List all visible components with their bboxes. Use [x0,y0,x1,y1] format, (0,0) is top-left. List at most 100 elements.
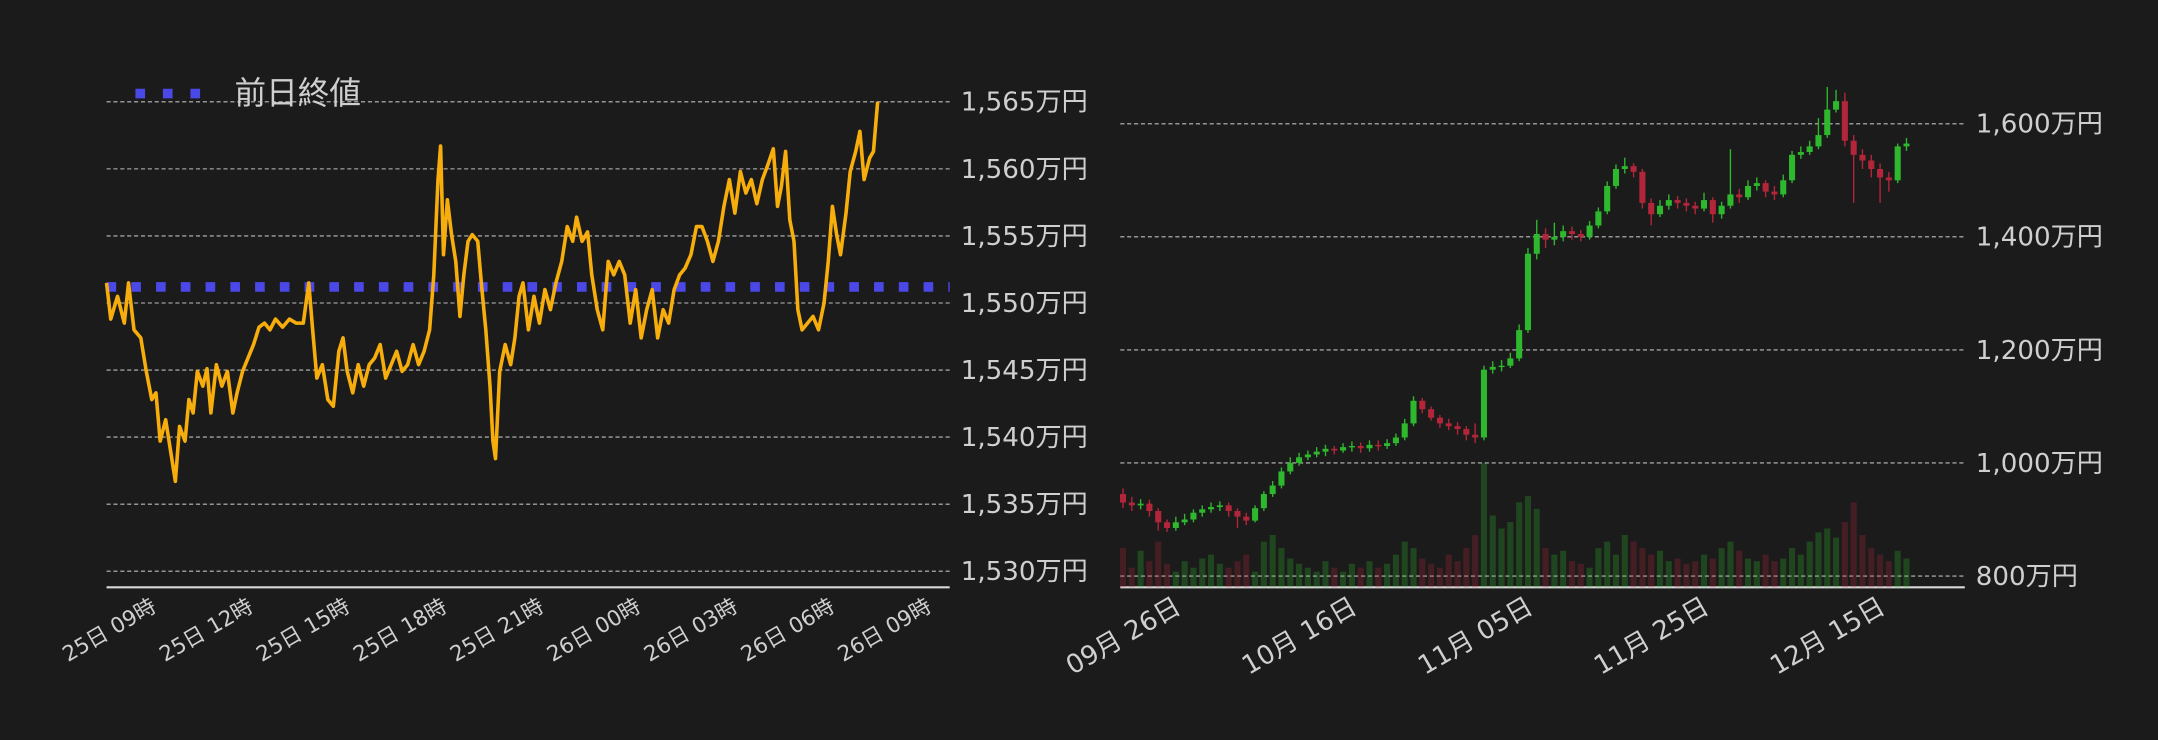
volume-bar [1366,561,1373,588]
y-tick-label: 1,540万円 [961,423,1088,453]
volume-bar [1780,558,1787,588]
candle-body [1753,183,1760,186]
candle-body [1348,445,1355,448]
candle-body [1692,205,1699,209]
volume-bar [1269,535,1276,588]
volume-bar [1401,541,1408,588]
volume-bar [1119,548,1127,588]
volume-bar [1208,554,1215,588]
x-tick-label: 25日 09時 [58,594,160,667]
y-tick-label: 1,535万円 [961,490,1088,520]
candle-body [1278,471,1285,486]
volume-bar [1762,554,1769,588]
candle-body [1841,101,1848,141]
volume-bar [1260,541,1267,588]
volume-bar [1137,550,1144,588]
candle-body [1718,205,1725,215]
volume-bar [1463,548,1470,588]
volume-bar [1656,550,1664,588]
volume-bar [1551,554,1558,588]
volume-bar [1128,567,1135,588]
volume-bar [1498,528,1505,588]
candle-body [1384,443,1391,446]
volume-bar [1718,548,1725,588]
y-tick-label: 1,200万円 [1976,336,2103,366]
volume-bar [1181,561,1188,588]
candle-body [1648,202,1655,215]
volume-bar [1727,541,1734,588]
volume-bar [1833,537,1840,588]
candle-body [1771,191,1778,195]
volume-bar [1753,561,1760,588]
candle-body [1164,522,1171,528]
candle-body [1428,409,1435,418]
candle-body [1454,426,1461,430]
candle-body [1419,400,1426,410]
volume-bar [1445,554,1452,588]
volume-bar [1665,561,1672,588]
volume-bar [1190,567,1197,588]
candle-body [1260,494,1267,509]
candle-body [1683,202,1690,206]
candle-body [1172,522,1179,528]
volume-bar [1683,563,1690,588]
candle-body [1586,225,1593,237]
candle-body [1322,448,1329,452]
candle-body [1463,429,1470,435]
volume-bar [1639,548,1646,588]
volume-bar [1577,563,1584,588]
volume-bar [1894,550,1901,588]
candle-body [1568,231,1575,235]
candle-body [1577,234,1584,237]
volume-bar [1524,495,1531,588]
candle-body [1225,505,1232,512]
volume-bar [1709,558,1716,588]
candle-body [1850,140,1857,155]
candle-body [1560,231,1567,237]
candle-body [1551,236,1558,240]
volume-bar [1243,554,1250,588]
volume-bar [1507,521,1514,588]
volume-bar [1428,563,1435,588]
volume-bar [1744,558,1752,588]
x-tick-label: 11月 25日 [1589,592,1714,682]
candle-body [1789,154,1796,181]
x-tick-label: 25日 15時 [252,594,354,667]
candle-body [1621,166,1628,169]
legend-label: 前日終値 [234,76,361,112]
candle-body [1903,143,1910,147]
volume-bar [1789,548,1796,588]
volume-bar [1348,563,1355,588]
candle-body [1208,507,1215,510]
candle-body [1674,200,1681,203]
candle-body [1357,445,1364,449]
volume-bar [1885,561,1892,588]
y-tick-label: 1,600万円 [1976,110,2103,140]
candle-body [1313,451,1320,455]
volume-bar [1648,554,1655,588]
volume-bar [1859,535,1866,588]
volume-bar [1216,563,1223,588]
y-tick-label: 1,555万円 [961,222,1088,252]
volume-bar [1410,548,1417,588]
x-tick-label: 26日 00時 [543,594,645,667]
candle-body [1806,146,1813,153]
candle-body [1868,160,1875,169]
candle-body [1401,423,1408,438]
candle-body [1824,109,1831,136]
candle-body [1296,457,1303,463]
volume-bar [1384,563,1391,588]
x-tick-label: 26日 03時 [640,594,742,667]
volume-bar [1612,554,1620,588]
volume-bar [1172,571,1179,588]
candle-body [1780,180,1787,195]
volume-bar [1357,567,1364,588]
candle-body [1119,494,1127,503]
candle-body [1542,234,1549,240]
volume-bar [1806,541,1813,588]
candle-body [1137,503,1144,506]
volume-bar [1234,561,1241,588]
candle-body [1436,417,1443,424]
candle-body [1331,448,1338,451]
